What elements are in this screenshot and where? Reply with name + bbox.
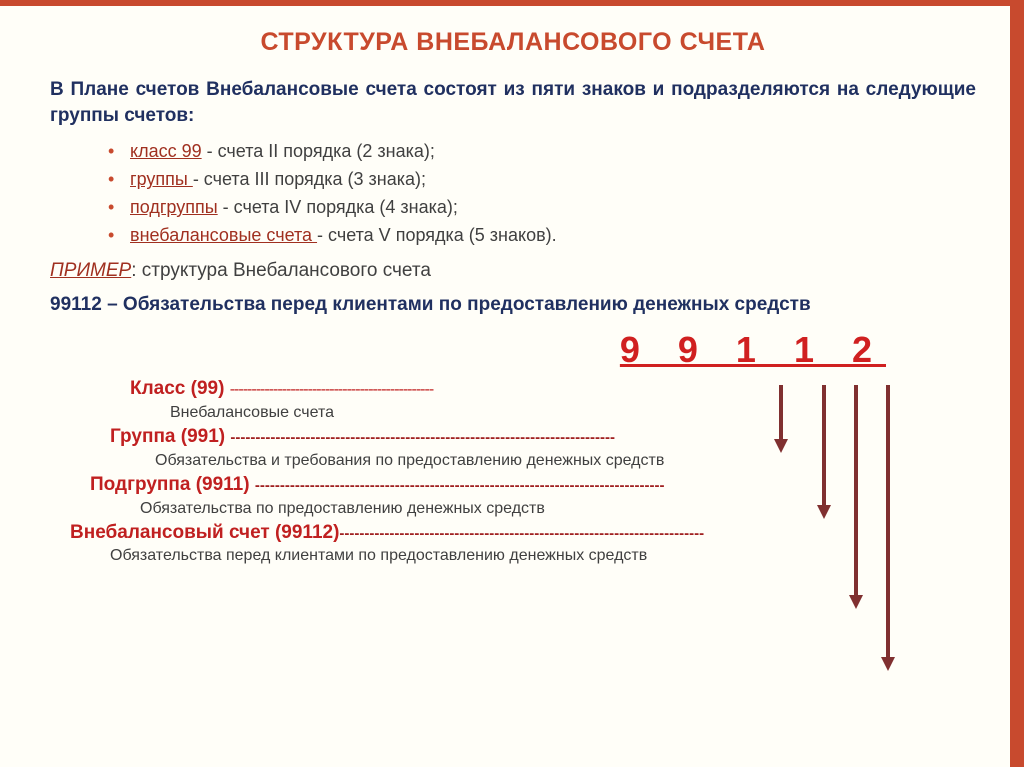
hier-desc: Обязательства и требования по предоставл… [50,451,976,471]
list-item: группы - счета III порядка (3 знака); [130,166,976,194]
leader: ----------------------------------------… [255,477,665,494]
hier-label: Внебалансовый счет (99112) [70,522,339,543]
leader: ----------------------------------------… [230,381,433,398]
hier-label: Класс (99) [130,378,230,399]
example-rest: : структура Внебалансового счета [131,260,431,281]
example-prefix: ПРИМЕР [50,260,131,281]
leader: ----------------------------------------… [339,525,704,542]
list-rest: - счета III порядка (3 знака); [193,169,426,189]
hier-desc: Обязательства перед клиентами по предост… [50,546,976,566]
hier-row: Подгруппа (9911) -----------------------… [50,473,976,497]
intro-text: В Плане счетов Внебалансовые счета состо… [50,77,976,128]
hier-label: Подгруппа (9911) [90,474,255,495]
list-rest: - счета V порядка (5 знаков). [317,225,557,245]
example-label: ПРИМЕР: структура Внебалансового счета [50,260,976,282]
hier-row: Группа (991) ---------------------------… [50,425,976,449]
list-term: внебалансовые счета [130,225,317,245]
list-term: группы [130,169,193,189]
definition-line: 99112 – Обязательства перед клиентами по… [50,292,976,318]
hier-row: Внебалансовый счет (99112)--------------… [50,521,976,545]
list-item: внебалансовые счета - счета V порядка (5… [130,222,976,250]
groups-list: класс 99 - счета II порядка (2 знака); г… [50,138,976,250]
list-rest: - счета II порядка (2 знака); [202,141,435,161]
account-number: 9 9 1 1 2 [50,329,976,371]
list-item: класс 99 - счета II порядка (2 знака); [130,138,976,166]
hier-label: Группа (991) [110,426,230,447]
hier-desc: Обязательства по предоставлению денежных… [50,499,976,519]
leader: ----------------------------------------… [230,429,615,446]
list-rest: - счета IV порядка (4 знака); [218,197,458,217]
hierarchy-block: Класс (99) -----------------------------… [50,377,976,566]
slide-title: СТРУКТУРА ВНЕБАЛАНСОВОГО СЧЕТА [50,28,976,57]
hier-row: Класс (99) -----------------------------… [50,377,976,401]
list-term: класс 99 [130,141,202,161]
hier-desc: Внебалансовые счета [50,403,976,423]
list-item: подгруппы - счета IV порядка (4 знака); [130,194,976,222]
list-term: подгруппы [130,197,218,217]
